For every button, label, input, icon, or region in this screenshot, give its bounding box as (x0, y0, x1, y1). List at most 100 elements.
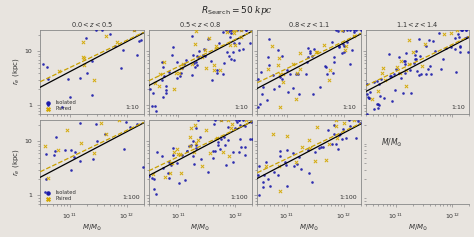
Point (201, 54, 209, 58)
Point (173, 60, 181, 64)
Point (279, 72, 287, 76)
Point (123, 120, 130, 124)
Point (90, 151, 98, 155)
Point (457, 28, 465, 32)
Point (116, 118, 123, 122)
Point (133, 122, 141, 126)
Point (398, 59, 405, 63)
Point (191, 65, 199, 69)
Point (177, 71, 184, 75)
Point (451, 47, 459, 51)
Point (190, 139, 197, 143)
Point (212, 45, 219, 48)
Point (217, 137, 225, 141)
Point (77, 141, 84, 145)
Point (338, 28, 346, 32)
Point (338, 137, 346, 141)
Point (276, 75, 283, 79)
Point (44, 103, 52, 107)
Point (174, 152, 182, 155)
Point (281, 160, 289, 164)
Point (222, 163, 229, 166)
Point (152, 192, 159, 196)
Point (456, 44, 464, 48)
Point (93, 139, 101, 143)
Point (51, 149, 59, 153)
Point (182, 59, 190, 62)
Point (186, 144, 194, 148)
Point (178, 153, 185, 156)
Point (236, 137, 244, 141)
Point (308, 180, 316, 184)
Point (370, 107, 378, 111)
Point (176, 74, 183, 78)
Point (172, 71, 179, 75)
Point (275, 84, 283, 88)
Point (107, 32, 114, 36)
Point (274, 63, 282, 67)
Point (187, 127, 195, 130)
Point (292, 73, 300, 76)
Point (295, 155, 302, 159)
Point (310, 92, 317, 96)
Point (241, 124, 249, 128)
Point (163, 91, 170, 95)
Point (229, 150, 237, 154)
Point (228, 28, 236, 32)
Point (418, 64, 426, 68)
Point (350, 34, 358, 38)
Point (328, 40, 335, 44)
Point (341, 48, 349, 52)
Point (228, 28, 235, 32)
Point (165, 177, 173, 180)
Point (77, 121, 84, 125)
Point (168, 164, 175, 167)
Point (188, 35, 195, 38)
Point (241, 153, 249, 157)
Point (165, 160, 173, 164)
Point (193, 63, 201, 67)
Point (270, 73, 277, 77)
Point (150, 187, 157, 191)
Point (213, 68, 221, 72)
Title: $0.0<z<0.5$: $0.0<z<0.5$ (71, 20, 113, 29)
Point (189, 73, 196, 77)
Point (181, 178, 188, 182)
Point (191, 123, 199, 127)
Point (219, 30, 227, 34)
Point (211, 118, 219, 122)
Point (246, 137, 253, 141)
Point (213, 136, 221, 140)
Point (317, 145, 325, 149)
Point (225, 125, 232, 128)
Point (204, 37, 212, 41)
Point (154, 150, 161, 154)
Point (364, 92, 371, 96)
Point (210, 68, 218, 72)
Point (427, 72, 435, 76)
Point (148, 176, 156, 180)
Point (402, 84, 410, 88)
Text: $R_{\mathrm{Search}}=50$ kpc: $R_{\mathrm{Search}}=50$ kpc (201, 4, 273, 17)
Point (321, 64, 329, 68)
Point (363, 112, 371, 116)
Point (89, 157, 97, 161)
Point (236, 41, 243, 45)
Point (275, 164, 283, 168)
Point (352, 136, 360, 139)
Point (179, 62, 186, 66)
Point (181, 62, 188, 66)
Point (97, 122, 105, 125)
Point (254, 173, 262, 177)
Point (458, 28, 465, 32)
Point (92, 28, 100, 32)
Point (340, 121, 348, 125)
Point (276, 189, 284, 193)
Point (310, 47, 318, 51)
Point (340, 29, 347, 33)
Point (68, 169, 75, 172)
Point (395, 55, 402, 59)
Point (173, 161, 181, 165)
Point (187, 135, 194, 139)
Point (283, 148, 291, 152)
